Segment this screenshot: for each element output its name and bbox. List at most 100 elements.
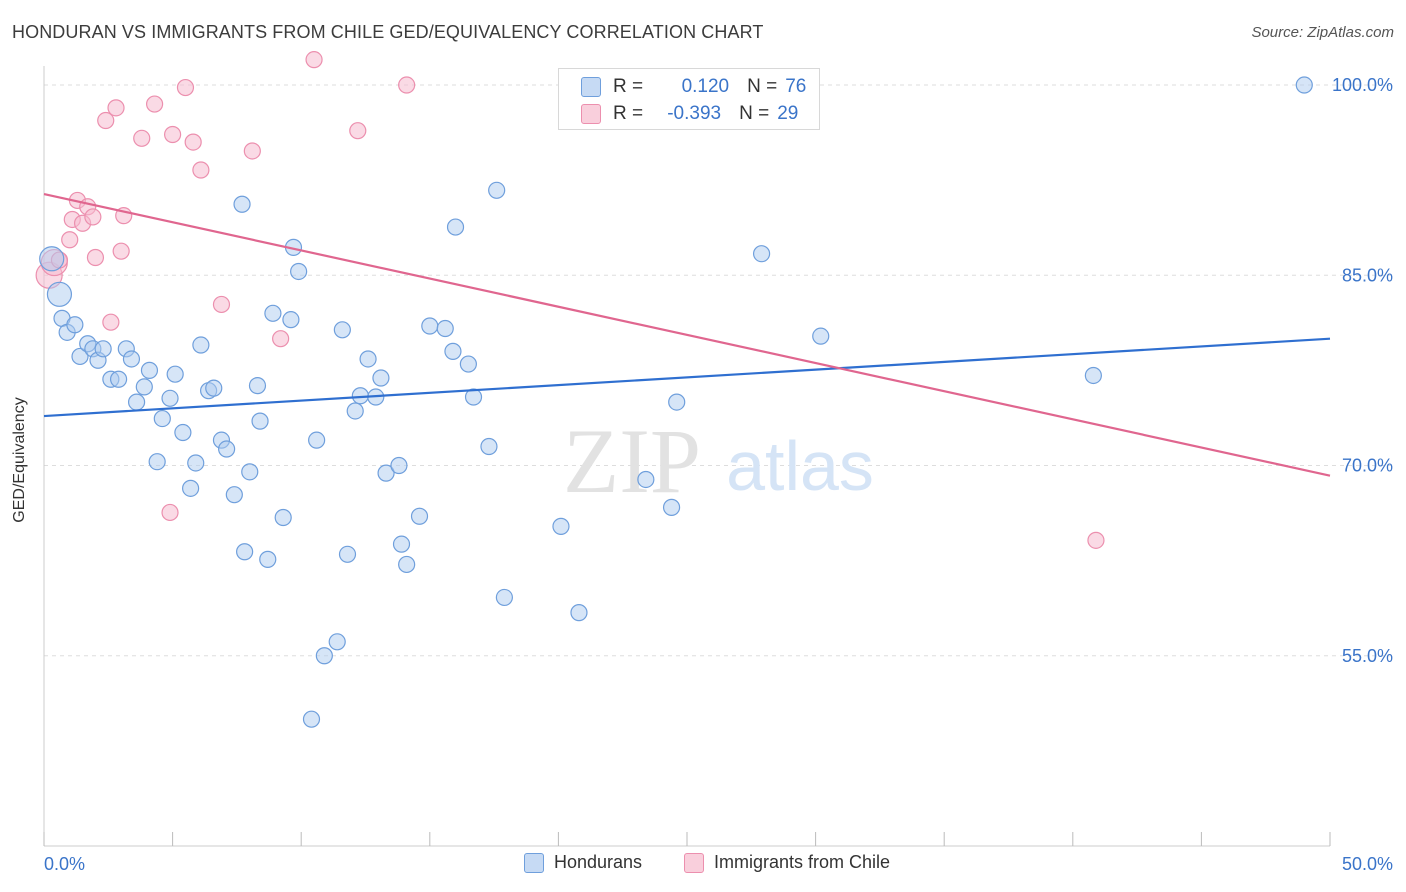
trend-line-hondurans [43,337,1331,418]
data-point-honduran [259,550,277,568]
trend-lines [43,193,1331,477]
data-point-chile [164,125,182,144]
data-point-chile [161,503,179,522]
data-point-chile [192,161,210,179]
data-point-honduran [446,218,465,236]
data-point-chile [305,51,323,69]
data-point-honduran [39,246,65,272]
data-point-honduran [436,319,454,338]
data-point-chile [243,142,261,160]
data-point-honduran [290,262,308,281]
data-point-chile [145,95,164,113]
data-point-honduran [377,464,395,482]
data-point-honduran [205,379,223,397]
data-point-honduran [752,245,771,263]
data-point-honduran [1084,366,1102,385]
data-point-honduran [372,369,390,387]
data-point-honduran [282,311,300,329]
n-value: 29 [777,103,799,124]
data-point-honduran [1295,76,1313,94]
stats-row-chile: R = -0.393 N = 29 [581,102,798,126]
data-point-honduran [248,377,267,395]
stats-box: R = 0.120 N = 76 R = -0.393 N = 29 [558,68,820,130]
watermark-atlas: atlas [726,427,874,505]
data-point-honduran [264,304,282,322]
data-point-honduran [127,393,146,411]
legend-swatch-pink [684,852,704,873]
stats-swatch-blue [581,77,601,97]
data-point-chile [176,78,195,97]
data-point-honduran [236,543,254,561]
data-point-honduran [94,340,112,358]
stats-swatch-pink [581,104,601,124]
data-point-honduran [46,281,73,307]
data-point-honduran [346,402,364,420]
data-point-chile [102,313,120,331]
data-point-honduran [488,181,506,199]
data-point-chile [1087,531,1105,549]
data-point-honduran [135,378,153,396]
data-point-honduran [71,347,89,366]
chart-title: HONDURAN VS IMMIGRANTS FROM CHILE GED/EQ… [12,22,764,42]
data-point-honduran [174,423,192,442]
legend-label-chile: Immigrants from Chile [714,852,891,872]
y-tick-label: 55.0% [1342,646,1393,666]
data-point-honduran [459,355,477,373]
data-point-honduran [668,393,686,411]
watermark-zip: ZIP [563,410,701,512]
y-tick-label: 85.0% [1342,265,1393,285]
data-point-honduran [398,555,416,574]
data-point-honduran [153,409,171,428]
data-point-honduran [359,350,377,368]
legend: Hondurans Immigrants from Chile [0,852,1406,876]
y-tick-label: 70.0% [1342,456,1393,476]
axes [43,66,1331,847]
data-point-honduran [495,588,513,607]
data-point-chile [398,76,416,94]
source-credit: Source: ZipAtlas.com [1251,24,1394,41]
r-label: R = [613,76,644,97]
data-point-honduran [552,517,570,535]
r-value: 0.120 [681,76,730,97]
r-value: -0.393 [667,103,722,124]
legend-item-hondurans: Hondurans [524,852,642,873]
data-point-chile [112,242,130,260]
data-point-chile [133,129,151,147]
data-point-honduran [410,507,429,525]
data-point-honduran [225,486,243,504]
watermark: ZIP atlas [563,410,874,512]
data-point-honduran [308,431,326,449]
data-point-honduran [464,388,483,406]
data-point-honduran [328,633,346,651]
data-point-honduran [444,342,462,360]
data-point-honduran [333,321,351,339]
data-point-chile [84,208,102,226]
r-label: R = [613,103,644,124]
data-point-honduran [166,365,184,383]
data-point-honduran [812,327,830,345]
data-point-honduran [122,350,141,368]
y-tick-label: 100.0% [1332,75,1393,95]
data-point-honduran [140,361,159,379]
data-point-honduran [274,508,292,527]
data-point-honduran [315,647,333,665]
data-point-honduran [218,440,236,458]
honduran-points [39,76,1313,728]
data-point-honduran [187,454,205,472]
n-value: 76 [785,76,807,97]
data-point-honduran [233,195,251,213]
data-point-honduran [338,545,357,563]
x-tick-label: 50.0% [1342,854,1393,874]
grid-lines [44,84,1392,657]
data-point-chile [86,248,105,267]
data-point-chile [97,111,115,130]
x-tick-label: 0.0% [44,854,85,874]
data-point-honduran [302,710,321,728]
data-point-honduran [182,479,200,497]
data-point-honduran [241,463,259,481]
data-point-honduran [392,535,411,553]
data-point-honduran [390,456,408,475]
data-point-honduran [161,389,179,407]
data-point-honduran [109,370,128,388]
